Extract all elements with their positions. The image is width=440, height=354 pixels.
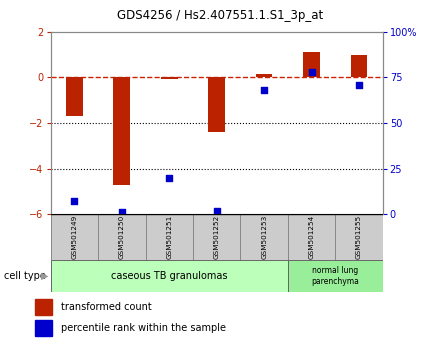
Text: transformed count: transformed count <box>62 302 152 312</box>
Bar <box>351 55 367 78</box>
Point <box>260 87 268 93</box>
Point <box>356 82 363 87</box>
Text: percentile rank within the sample: percentile rank within the sample <box>62 323 226 333</box>
Bar <box>335 214 383 260</box>
Point <box>118 210 125 215</box>
Bar <box>288 214 335 260</box>
Bar <box>98 214 146 260</box>
Text: GSM501251: GSM501251 <box>166 215 172 259</box>
Point <box>71 199 78 204</box>
Text: caseous TB granulomas: caseous TB granulomas <box>111 271 227 281</box>
Text: GSM501255: GSM501255 <box>356 215 362 259</box>
Point <box>213 208 220 213</box>
Text: cell type: cell type <box>4 271 46 281</box>
Bar <box>35 298 52 315</box>
Bar <box>240 214 288 260</box>
Text: GSM501250: GSM501250 <box>119 215 125 259</box>
Text: ▶: ▶ <box>41 271 48 281</box>
Bar <box>288 260 383 292</box>
Point <box>308 69 315 75</box>
Text: GSM501253: GSM501253 <box>261 215 267 259</box>
Bar <box>51 260 288 292</box>
Bar <box>209 78 225 132</box>
Text: GSM501254: GSM501254 <box>308 215 315 259</box>
Bar <box>256 74 272 78</box>
Text: GSM501252: GSM501252 <box>214 215 220 259</box>
Bar <box>66 78 83 116</box>
Text: normal lung
parenchyma: normal lung parenchyma <box>312 267 359 286</box>
Bar <box>161 78 178 79</box>
Bar <box>51 214 98 260</box>
Bar <box>146 214 193 260</box>
Point <box>166 175 173 181</box>
Bar <box>193 214 240 260</box>
Text: GSM501249: GSM501249 <box>71 215 77 259</box>
Text: GDS4256 / Hs2.407551.1.S1_3p_at: GDS4256 / Hs2.407551.1.S1_3p_at <box>117 9 323 22</box>
Bar <box>114 78 130 184</box>
Bar <box>35 320 52 336</box>
Bar <box>303 52 320 78</box>
